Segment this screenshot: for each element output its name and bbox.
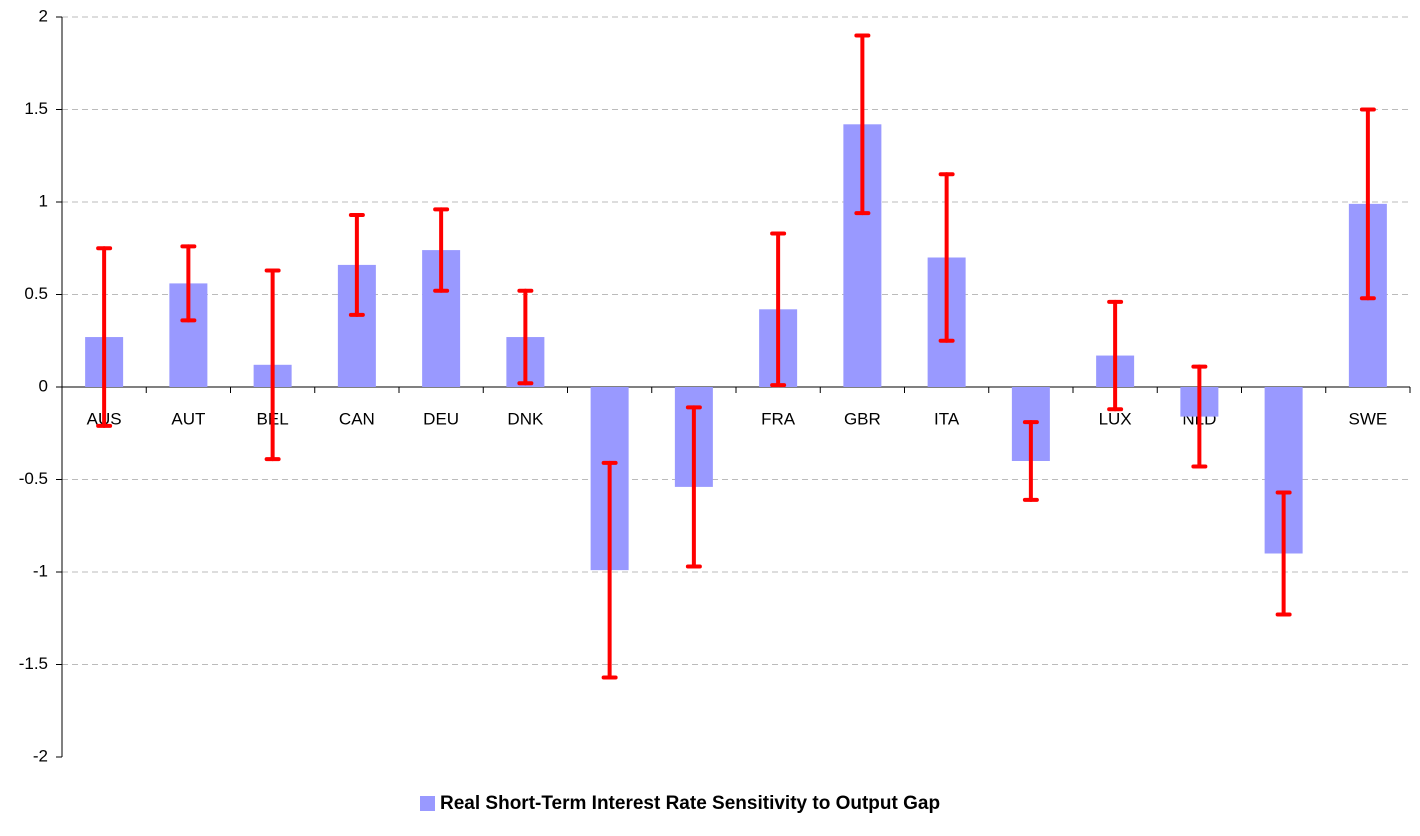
x-tick-label: ITA	[934, 409, 960, 428]
x-tick-label: AUT	[171, 409, 205, 428]
error-bar	[96, 246, 113, 428]
y-tick-label: -0.5	[19, 469, 48, 488]
error-bar	[517, 288, 534, 386]
y-tick-label: -1	[33, 561, 48, 580]
error-bar	[1107, 299, 1124, 412]
error-bar	[854, 33, 871, 216]
y-tick-label: 2	[39, 6, 48, 25]
x-tick-label: LUX	[1099, 409, 1132, 428]
error-bar	[938, 172, 955, 343]
error-bar	[348, 212, 365, 317]
x-tick-label: GBR	[844, 409, 881, 428]
error-bar	[685, 405, 702, 569]
legend-swatch	[420, 796, 435, 811]
y-tick-label: 0	[39, 376, 48, 395]
error-bar	[1275, 490, 1292, 617]
x-tick-label: FRA	[761, 409, 796, 428]
y-tick-label: -1.5	[19, 654, 48, 673]
error-bar	[180, 244, 197, 323]
error-bar	[264, 268, 281, 462]
y-tick-label: -2	[33, 746, 48, 765]
error-bar	[770, 231, 787, 388]
y-tick-label: 1.5	[24, 99, 48, 118]
error-bar	[601, 460, 618, 680]
x-tick-label: DEU	[423, 409, 459, 428]
x-tick-label: CAN	[339, 409, 375, 428]
error-bar	[1191, 364, 1208, 469]
error-bar	[433, 207, 450, 293]
x-tick-label: DNK	[507, 409, 544, 428]
y-tick-label: 0.5	[24, 284, 48, 303]
error-bar	[1022, 420, 1039, 502]
legend-label: Real Short-Term Interest Rate Sensitivit…	[440, 793, 940, 814]
x-tick-label: SWE	[1349, 409, 1388, 428]
y-tick-label: 1	[39, 191, 48, 210]
error-bar	[1359, 107, 1376, 301]
